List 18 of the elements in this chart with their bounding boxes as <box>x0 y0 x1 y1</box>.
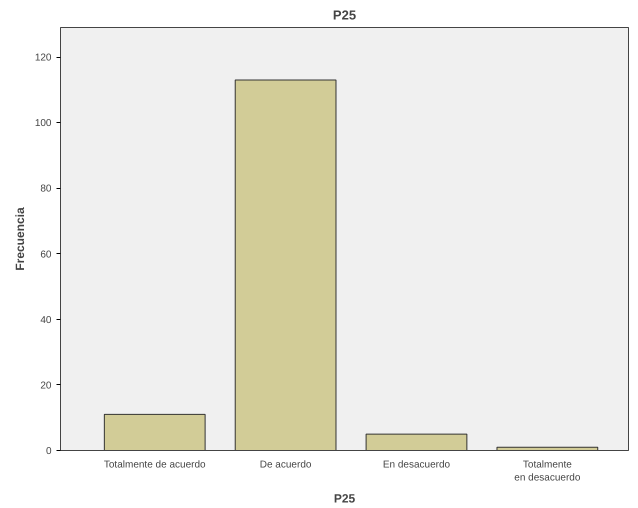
y-tick-label: 60 <box>40 249 52 260</box>
y-tick-label: 40 <box>40 314 52 326</box>
y-tick-label: 120 <box>34 52 52 64</box>
bar <box>496 446 598 450</box>
x-tick-label: En desacuerdo <box>382 460 451 470</box>
bar <box>234 79 336 450</box>
x-tick-label: De acuerdo <box>260 460 312 470</box>
x-tick-label: Totalmente en desacuerdo <box>514 460 581 484</box>
bar <box>104 414 206 450</box>
y-tick-label: 80 <box>40 184 52 195</box>
y-tick-label: 0 <box>46 446 52 457</box>
bar <box>366 434 468 450</box>
chart-title: P25 <box>332 8 356 22</box>
y-tick-label: 100 <box>34 118 52 130</box>
y-axis-title: Frecuencia <box>12 206 27 271</box>
y-tick-label: 20 <box>40 380 52 392</box>
x-axis-title: P25 <box>334 492 356 506</box>
x-tick-label: Totalmente de acuerdo <box>104 460 206 470</box>
